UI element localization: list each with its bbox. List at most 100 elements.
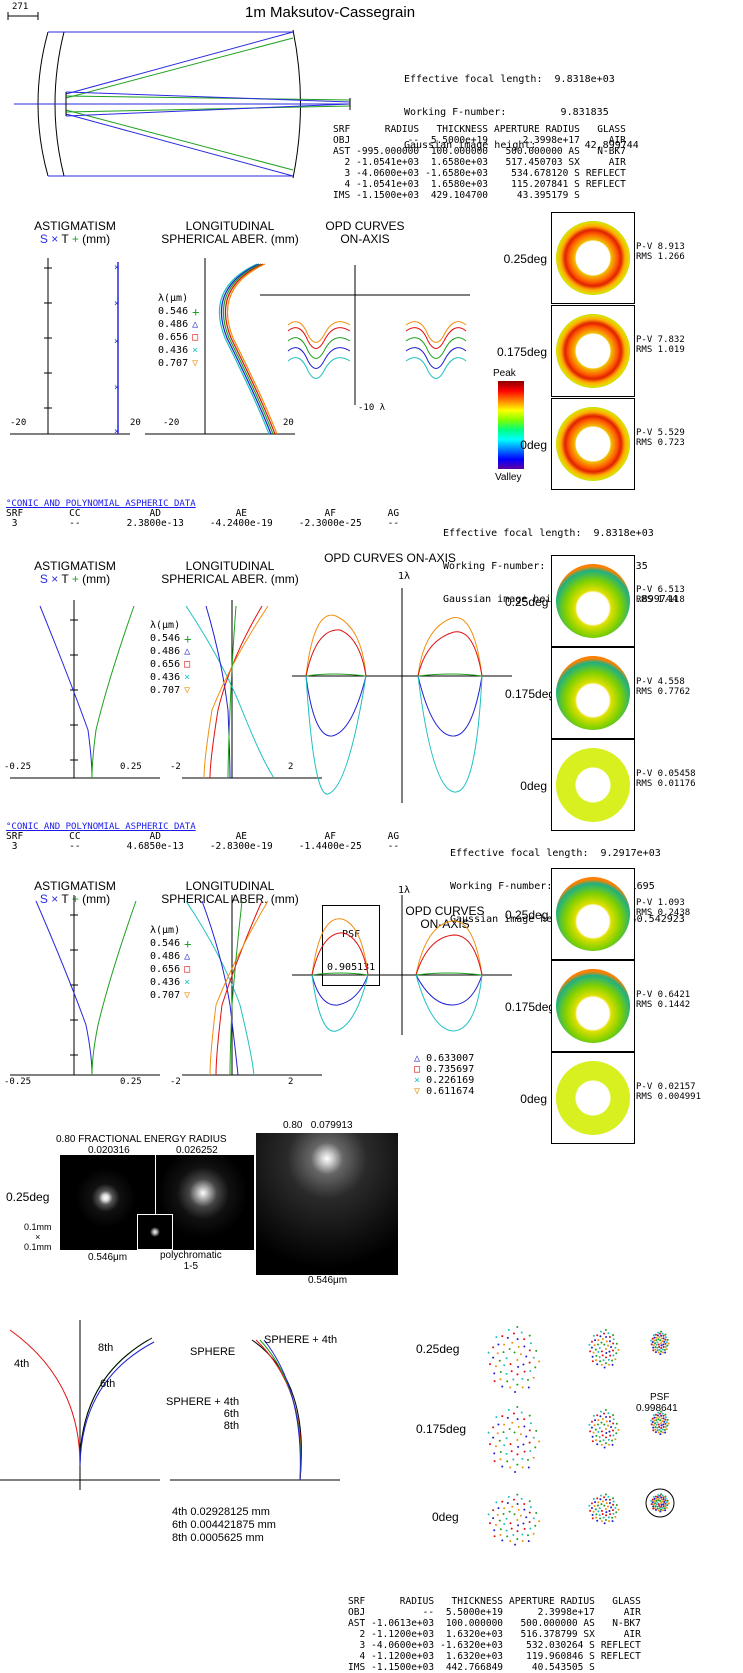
map-pv: P-V 7.832: [636, 335, 685, 345]
map-field-label: 0.175deg: [505, 1000, 556, 1014]
lens-cell: IMS: [348, 1662, 366, 1673]
svg-text:×: ×: [114, 337, 119, 347]
astigmatism-title-2: ASTIGMATISM S × T + (mm): [34, 559, 116, 586]
lambda-label: λ(μm): [158, 293, 189, 304]
lens-row: 2 -1.0541e+03 1.6580e+03 517.450703 SX AIR: [330, 157, 629, 168]
lens-cell: --: [422, 1607, 435, 1618]
map-pv: P-V 6.513: [636, 585, 685, 595]
spot-diagram: [650, 1410, 670, 1436]
lens-header: SRF: [333, 124, 351, 135]
lens-cell: -1.1200e+03: [371, 1629, 435, 1640]
frac-energy-label: 0.80 FRACTIONAL ENERGY RADIUS: [56, 1134, 227, 1145]
lens-header: THICKNESS: [451, 1596, 504, 1607]
wavefront-map: [551, 868, 635, 960]
lens-cell: 534.678120 S: [511, 168, 580, 179]
longitudinal-plot-2: [182, 600, 322, 779]
opd-plot-2: [292, 588, 512, 803]
long2-axis-max: 2: [288, 762, 294, 772]
color-scale-bar: [498, 381, 524, 469]
svg-text:×: ×: [114, 299, 119, 309]
lens-cell: 3: [359, 1640, 366, 1651]
lens-cell: 500.000000 AS: [520, 1618, 595, 1629]
wavefront-map: [551, 1052, 635, 1144]
astigmatism-plot-2: [10, 600, 160, 779]
opd-unit-1lambda-3: 1λ: [398, 885, 411, 896]
lens-header: APERTURE RADIUS: [494, 124, 580, 135]
lens-cell: AIR: [608, 135, 626, 146]
opd-plot-3: [292, 895, 512, 1035]
lens-cell: 4: [359, 1651, 366, 1662]
lens-cell: 100.000000: [430, 146, 489, 157]
layout-diagram: [14, 29, 351, 179]
wavefront-map: [551, 555, 635, 647]
long-axis-max: 20: [283, 418, 294, 428]
gih-label: Gaussian image height:: [404, 140, 537, 151]
psf-poly-label: polychromatic 1-5: [160, 1250, 222, 1272]
lens-row: AST -1.0613e+03 100.000000 500.000000 AS N-B…: [345, 1618, 644, 1629]
map-pv: P-V 1.093: [636, 898, 685, 908]
psf-image-inset: [137, 1214, 173, 1250]
spot-diagram: [588, 1493, 620, 1525]
astigmatism-title-3: ASTIGMATISM S × T + (mm): [34, 879, 116, 906]
astigmatism-plot-3: [10, 895, 160, 1076]
opd-unit-10: -10 λ: [358, 403, 386, 413]
wavelength-legend-2: λ(μm) 0.546 + 0.486 △ 0.656 □ 0.436 × 0.707 ▽: [150, 620, 192, 696]
aspheric-table-2: SRF CC AD AE AF AG 3 -- 4.6850e-13 -2.8300e-19 -1…: [6, 831, 400, 852]
profile-sphere-4th-6th-8th: SPHERE + 4th 6th 8th: [166, 1396, 240, 1432]
map-rms: RMS 0.2438: [636, 908, 691, 918]
astigmatism-plot: × × × × ×: [10, 258, 130, 437]
map-pv: P-V 4.558: [636, 677, 685, 687]
lens-header: RADIUS: [384, 124, 420, 135]
lens-cell: -1.1500e+03: [371, 1662, 435, 1673]
lens-cell: 429.104700: [430, 190, 489, 201]
lens-cell: REFLECT: [600, 1651, 641, 1662]
lens-row: OBJ -- 5.5000e+19 2.3998e+17 AIR: [345, 1607, 644, 1618]
longitudinal-plot-1: [145, 258, 295, 435]
lens-cell: 1.6580e+03: [430, 179, 489, 190]
lens-cell: IMS: [333, 190, 351, 201]
lens-cell: AST: [333, 146, 351, 157]
profile-label-4th: 4th: [14, 1358, 30, 1370]
aspheric-data-link-1[interactable]: °CONIC AND POLYNOMIAL ASPHERIC DATA: [6, 499, 196, 509]
spot-diagram: [588, 1408, 620, 1449]
svg-text:×: ×: [114, 383, 119, 393]
map-field-label: 0.25deg: [505, 595, 549, 609]
lens-cell: -1.0541e+03: [356, 179, 420, 190]
lens-cell: -1.6320e+03: [440, 1640, 504, 1651]
lens-cell: OBJ: [333, 135, 351, 146]
psf-image-large: [256, 1133, 398, 1275]
astig3-axis-max: 0.25: [120, 1077, 142, 1087]
spot-field-label: 0.25deg: [416, 1342, 460, 1356]
map-rms: RMS 1.019: [636, 345, 685, 355]
lens-row: 3 -4.0600e+03 -1.6320e+03 532.030264 S REFLE…: [345, 1640, 644, 1651]
profile-sphere-4th: SPHERE + 4th: [264, 1334, 338, 1346]
wavefront-map: [551, 739, 635, 831]
lens-header: GLASS: [612, 1596, 641, 1607]
map-pv: P-V 0.6421: [636, 990, 691, 1000]
map-rms: RMS 0.004991: [636, 1092, 702, 1102]
lens-row: 3 -4.0600e+03 -1.6580e+03 534.678120 S REFLE…: [330, 168, 629, 179]
opd-title-3: OPD CURVES ON-AXIS: [405, 904, 485, 931]
long3-axis-max: 2: [288, 1077, 294, 1087]
map-field-label: 0.25deg: [505, 908, 549, 922]
long-axis-min: -20: [163, 418, 180, 428]
lens-data-table: SRF RADIUS THICKNESS APERTURE RADIUS GLASS OB…: [330, 124, 629, 201]
scale-label: 271: [12, 2, 29, 12]
peak-label: Peak: [493, 368, 516, 379]
astigmatism-title: ASTIGMATISM S × T + (mm): [34, 219, 116, 246]
lens-cell: 4: [344, 179, 351, 190]
longitudinal-title-3: LONGITUDINAL SPHERICAL ABER. (mm): [161, 879, 299, 906]
lens-cell: 5.5000e+19: [445, 1607, 504, 1618]
lens-cell: 3: [344, 168, 351, 179]
lens-row: IMS -1.1500e+03 442.766849 40.543505 S: [345, 1662, 644, 1673]
lens-cell: 1.6320e+03: [445, 1651, 504, 1662]
spot-field-label: 0deg: [432, 1510, 459, 1524]
lens-cell: 2: [344, 157, 351, 168]
lens-cell: REFLECT: [585, 179, 626, 190]
frac-energy-1: 0.020316: [88, 1145, 130, 1156]
wavelength-legend-1: λ(μm) 0.546 + 0.486 △ 0.656 □ 0.436 × 0.707 ▽: [158, 293, 200, 369]
map-pv: P-V 0.02157: [636, 1082, 696, 1092]
aspheric-data-link-2[interactable]: °CONIC AND POLYNOMIAL ASPHERIC DATA: [6, 822, 196, 832]
efl-value: 9.8318e+03: [554, 74, 615, 85]
lens-cell: -4.0600e+03: [371, 1640, 435, 1651]
